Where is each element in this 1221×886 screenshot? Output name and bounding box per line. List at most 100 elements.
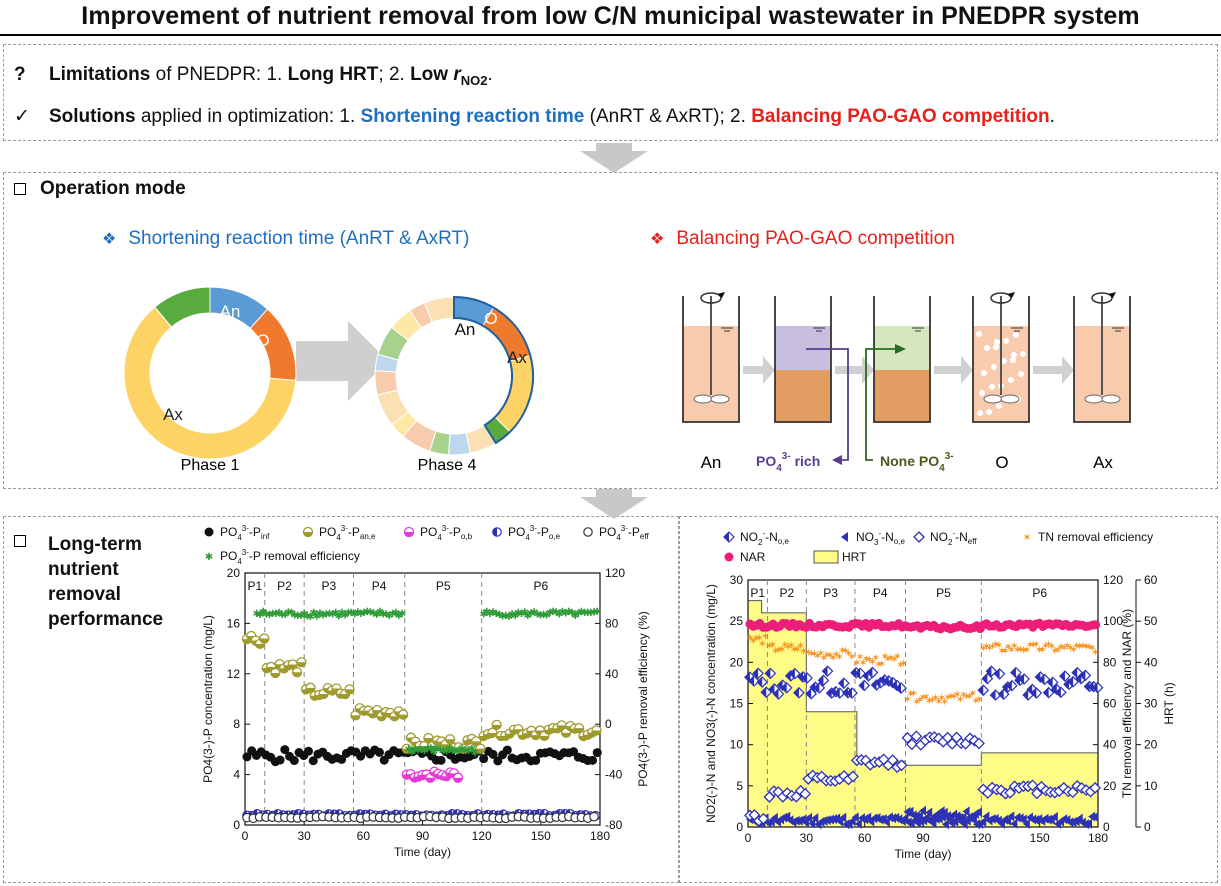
ring1-o-label: O — [256, 331, 269, 350]
removal-eff-point: ✱ — [561, 608, 569, 619]
tn-eff-point: ✶ — [745, 632, 754, 644]
legend-label: PO43--Peff — [599, 524, 649, 542]
no3-oe-point — [882, 817, 890, 828]
legend-marker: ✱ — [205, 552, 213, 563]
sludge — [775, 370, 831, 422]
y-axis-label: NO2(-)-N and NO3(-)-N concentration (mg/… — [704, 584, 718, 823]
removal-eff-point: ✱ — [539, 610, 547, 621]
down-arrow-icon — [580, 143, 648, 173]
tn-eff-point: ✶ — [810, 648, 819, 660]
removal-eff-point: ✱ — [357, 609, 365, 620]
no2-oe-point-fill — [1092, 682, 1098, 693]
removal-eff-point: ✱ — [495, 610, 503, 621]
air-bubble — [1003, 338, 1009, 344]
no2-oe-point-fill — [883, 676, 889, 687]
removal-eff-point: ✱ — [471, 748, 479, 759]
no3-oe-point — [1091, 812, 1099, 823]
removal-eff-point: ✱ — [388, 609, 396, 620]
po4-inf-point — [488, 749, 498, 759]
tn-eff-point: ✶ — [793, 644, 802, 656]
legend-hrt-swatch — [813, 550, 839, 564]
no3-oe-point — [820, 815, 828, 826]
no3-oe-point — [839, 812, 847, 823]
po4-ob-point-fill — [425, 777, 435, 783]
removal-eff-point: ✱ — [300, 609, 308, 620]
no3-oe-point — [1041, 813, 1049, 824]
y-tick-label: 8 — [233, 717, 240, 731]
removal-eff-point: ✱ — [461, 746, 469, 757]
po4-ob-point-fill — [453, 777, 463, 783]
no2-oe-point-fill — [818, 675, 824, 686]
no2-oe-point-fill — [1043, 687, 1049, 698]
removal-eff-point: ✱ — [395, 611, 403, 622]
shorten-title: ❖ Shortening reaction time (AnRT & AxRT) — [102, 228, 470, 249]
tn-eff-point: ✶ — [915, 695, 924, 707]
air-bubble — [1011, 352, 1017, 358]
flow-arrow-icon — [743, 356, 775, 384]
po4-ane-point-fill — [505, 733, 515, 739]
tn-eff-point: ✶ — [871, 653, 880, 665]
no2-oe-point-fill — [855, 668, 861, 679]
x-tick-label: 0 — [242, 829, 249, 843]
removal-eff-point: ✱ — [344, 608, 352, 619]
legend-marker — [841, 532, 848, 542]
removal-eff-point: ✱ — [536, 611, 544, 622]
removal-eff-point: ✱ — [552, 608, 560, 619]
tn-eff-point: ✶ — [1044, 639, 1053, 651]
chart1-legend: PO43--Pinf PO43--Pan,e PO43--Po,b PO43--Po,… — [204, 524, 649, 566]
no2-oe-point-fill — [830, 686, 836, 697]
tn-eff-point: ✶ — [982, 641, 991, 653]
removal-eff-point: ✱ — [376, 607, 384, 618]
removal-eff-point: ✱ — [427, 743, 435, 754]
no2-oe-point-fill — [842, 687, 848, 698]
balance-title: ❖ Balancing PAO-GAO competition — [650, 228, 955, 249]
no2-oe-point-fill — [1023, 690, 1029, 701]
tn-eff-point: ✶ — [771, 645, 780, 657]
po4-ane-point-fill — [531, 735, 541, 740]
tn-eff-point: ✶ — [796, 641, 805, 653]
no2-oe-point-fill — [822, 666, 828, 677]
tn-eff-point: ✶ — [807, 649, 816, 661]
no3-oe-point — [919, 805, 926, 816]
tn-eff-point: ✶ — [950, 691, 959, 703]
removal-eff-point: ✱ — [517, 609, 525, 620]
no2-oe-point-fill — [986, 666, 992, 677]
removal-eff-point: ✱ — [433, 743, 441, 754]
sludge — [874, 370, 930, 422]
no2-oe-point-fill — [1010, 667, 1016, 678]
no3-oe-point — [1088, 811, 1096, 822]
po4-inf-point — [304, 746, 314, 756]
removal-eff-point: ✱ — [275, 608, 283, 619]
phase-label: P6 — [1032, 586, 1047, 600]
longterm-heading: Long-term nutrient removal performance — [48, 534, 164, 630]
no3-oe-point — [1013, 812, 1021, 823]
no3-oe-point — [1081, 819, 1089, 830]
y-tick-label: 10 — [730, 738, 744, 752]
tn-eff-point: ✶ — [1075, 641, 1084, 653]
tn-eff-point: ✶ — [1028, 639, 1037, 651]
tn-eff-point: ✶ — [832, 649, 841, 661]
po4-inf-point — [592, 748, 602, 758]
removal-eff-point: ✱ — [354, 607, 362, 618]
tn-eff-point: ✶ — [974, 694, 983, 706]
y3-tick-label: 40 — [1144, 655, 1158, 669]
tn-eff-point: ✶ — [931, 693, 940, 705]
no2-oe-point-fill — [998, 689, 1004, 700]
x-tick-label: 30 — [297, 829, 311, 843]
po4-ane-point-fill — [428, 746, 438, 751]
removal-eff-point: ✱ — [319, 611, 327, 622]
tn-eff-point: ✶ — [903, 694, 912, 706]
phase-label: P1 — [248, 579, 263, 593]
tn-eff-point: ✶ — [1016, 644, 1025, 656]
po4-ane-point-fill — [318, 693, 328, 699]
y3-tick-label: 20 — [1144, 738, 1158, 752]
x-tick-label: 150 — [1030, 831, 1050, 845]
title-rule — [0, 34, 1221, 36]
no2-eff-point — [973, 737, 985, 750]
po4-ane-point-fill — [270, 672, 280, 678]
tn-eff-point: ✶ — [991, 639, 1000, 651]
tn-eff-point: ✶ — [887, 652, 896, 664]
removal-eff-point: ✱ — [417, 745, 425, 756]
tn-eff-point: ✶ — [780, 640, 789, 652]
removal-eff-point: ✱ — [574, 609, 582, 620]
